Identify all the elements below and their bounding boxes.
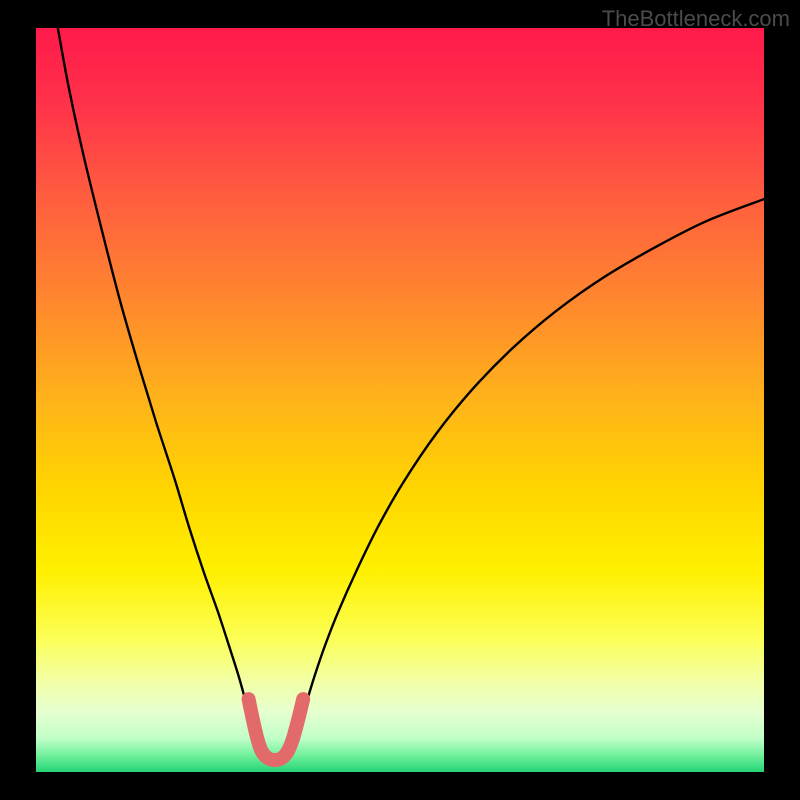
chart-frame: TheBottleneck.com — [0, 0, 800, 800]
bottleneck-curves — [36, 28, 764, 772]
plot-area — [36, 28, 764, 772]
